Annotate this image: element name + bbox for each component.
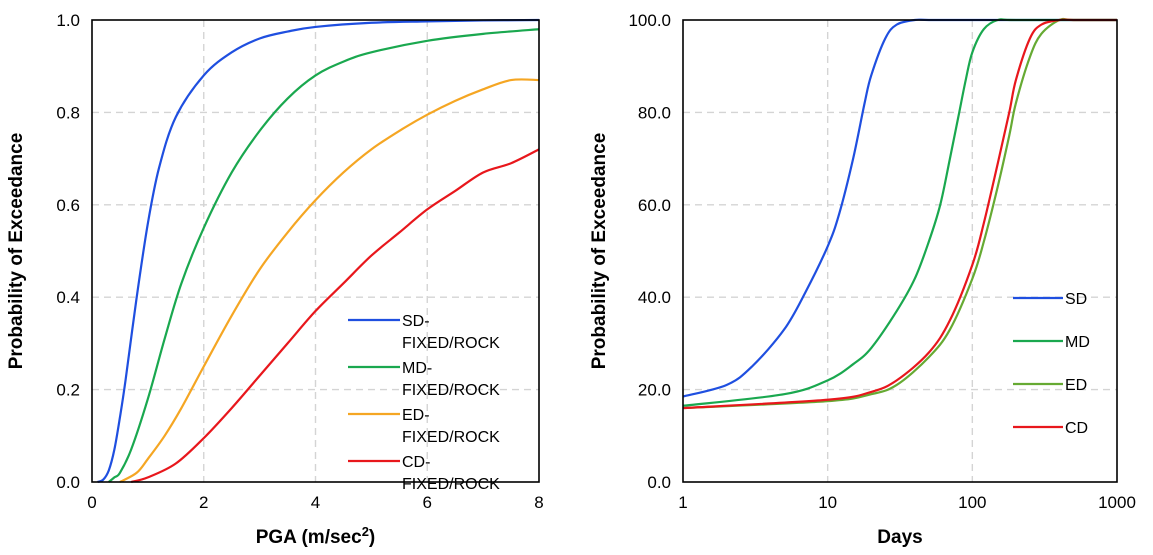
chart2-y-axis-title: Probability of Exceedance [589,133,610,370]
chart1-y-tick-label-0: 0.0 [56,473,80,492]
chart1-x-axis-title: PGA (m/sec2) [256,524,376,549]
chart1-series-0-line [97,18,540,484]
chart2-legend-label-0: SD [1065,291,1087,308]
chart1-y-tick-label-1: 0.2 [56,381,80,400]
left-chart: 0 2 4 6 8 0.0 0.2 0.4 0.6 0.8 1.0 PGA (m/sec2) Proba… [6,11,544,548]
chart2-x-axis-title: Days [877,527,922,548]
chart2-plot-frame [682,19,1118,483]
chart2-series-1-line [682,18,1117,407]
chart2-y-tick-label-3: 60.0 [638,196,671,215]
chart1-legend-label-3: CD-FIXED/ROCK [402,454,500,493]
chart1-series-3-line [130,148,540,484]
chart2-x-tick-label-2: 100 [958,493,986,512]
chart1-series-2-line [119,78,540,483]
chart2-legend-label-1: MD [1065,334,1090,351]
chart2-y-tick-label-4: 80.0 [638,103,671,122]
chart2-legend-label-3: CD [1065,420,1088,437]
chart2-grid [683,20,1117,482]
chart2-y-tick-label-5: 100.0 [628,11,671,30]
chart1-grid [92,20,539,482]
chart2-x-tick-label-1: 10 [818,493,837,512]
chart1-x-tick-label-4: 8 [534,493,543,512]
chart1-x-tick-label-1: 2 [199,493,208,512]
chart2-series-3-line [682,18,1117,410]
chart1-y-tick-label-3: 0.6 [56,196,80,215]
chart1-x-tick-label-0: 0 [87,493,96,512]
chart1-x-tick-label-3: 6 [423,493,432,512]
chart2-y-tick-label-2: 40.0 [638,288,671,307]
chart1-series-1-line [108,28,540,483]
right-chart: 1 10 100 1000 0.0 20.0 40.0 60.0 80.0 100.0 Days Pr… [589,11,1136,548]
chart1-x-tick-label-2: 4 [311,493,320,512]
chart1-legend: SD-FIXED/ROCK MD-FIXED/ROCK ED-FIXED/ROCK C… [348,313,500,493]
chart2-legend: SD MD ED CD [1013,291,1090,437]
chart1-y-tick-label-4: 0.8 [56,103,80,122]
chart2-y-tick-label-0: 0.0 [647,473,671,492]
chart2-x-tick-label-0: 1 [678,493,687,512]
chart1-y-tick-label-5: 1.0 [56,11,80,30]
chart1-y-axis-title: Probability of Exceedance [6,133,27,370]
chart1-legend-label-1: MD-FIXED/ROCK [402,360,500,399]
chart2-y-tick-label-1: 20.0 [638,381,671,400]
chart2-series-2-line [682,17,1117,410]
chart1-y-tick-label-2: 0.4 [56,288,80,307]
chart1-legend-label-2: ED-FIXED/ROCK [402,407,500,446]
chart2-x-tick-label-3: 1000 [1098,493,1136,512]
chart1-plot-frame [91,19,540,483]
chart1-legend-label-0: SD-FIXED/ROCK [402,313,500,352]
chart2-legend-label-2: ED [1065,377,1087,394]
